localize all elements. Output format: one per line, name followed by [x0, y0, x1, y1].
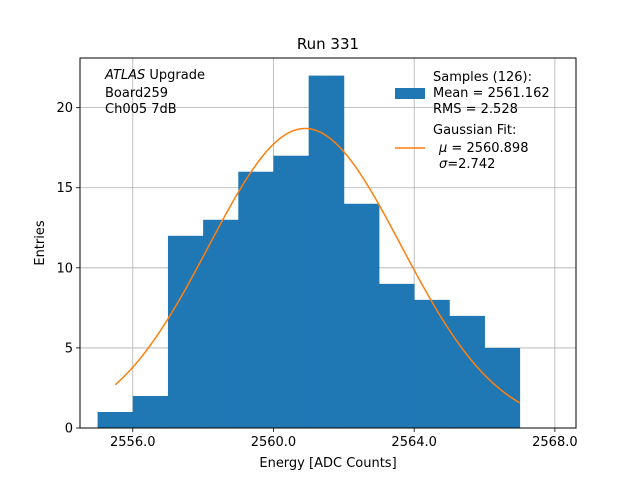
y-tick-label: 15	[56, 181, 73, 196]
histogram-bar	[203, 219, 239, 428]
histogram-bar	[379, 283, 415, 428]
y-tick-label: 10	[56, 261, 73, 276]
histogram-bar	[414, 299, 450, 428]
x-tick-label: 2568.0	[532, 435, 578, 450]
legend-fit-line-2: μ = 2560.898	[438, 141, 528, 156]
plot-frame	[79, 57, 577, 429]
annotation-line-1: ATLAS Upgrade	[104, 68, 205, 83]
x-axis-label: Energy [ADC Counts]	[259, 456, 396, 471]
gaussian-fit-curve	[114, 127, 521, 404]
legend-fit-line-1: Gaussian Fit:	[433, 123, 516, 138]
x-tick-label: 2564.0	[391, 435, 437, 450]
histogram-bar	[343, 203, 380, 428]
y-tick-label: 5	[65, 341, 73, 356]
legend-samples-line-1: Samples (126):	[433, 70, 532, 85]
histogram-bars	[97, 75, 521, 428]
y-tick-label: 20	[56, 101, 73, 116]
y-axis-label: Entries	[33, 220, 48, 266]
chart-title: Run 331	[297, 35, 359, 53]
histogram-bar	[273, 155, 310, 428]
legend-sigma-symbol: σ	[439, 157, 448, 172]
gaussian-fit	[114, 127, 521, 404]
legend-samples-line-2: Mean = 2561.162	[433, 86, 550, 101]
legend-samples-line-3: RMS = 2.528	[433, 102, 518, 117]
histogram-bar	[449, 315, 485, 428]
annotation-line-2: Board259	[105, 86, 168, 101]
histogram-bar	[132, 395, 169, 428]
axis-ticks: 2556.0 2560.0 2564.0 2568.0 0 5 10 15 20	[56, 101, 577, 450]
legend-samples-patch	[395, 88, 425, 99]
legend-fit-line-3: σ=2.742	[439, 157, 495, 172]
x-tick-label: 2556.0	[110, 435, 156, 450]
legend-sigma-value: =2.742	[447, 157, 495, 172]
histogram-bar	[97, 411, 134, 428]
annotation-line-3: Ch005 7dB	[105, 102, 177, 117]
annotation-upgrade: Upgrade	[145, 68, 205, 83]
legend-mu-symbol: μ	[438, 141, 447, 156]
legend: Samples (126): Mean = 2561.162 RMS = 2.5…	[395, 70, 550, 172]
histogram-bar	[484, 347, 521, 428]
atlas-annotation: ATLAS Upgrade Board259 Ch005 7dB	[104, 68, 205, 117]
y-tick-label: 0	[65, 422, 73, 437]
annotation-atlas: ATLAS	[104, 68, 145, 83]
legend-mu-value: = 2560.898	[447, 141, 528, 156]
x-tick-label: 2560.0	[251, 435, 297, 450]
histogram-bar	[238, 171, 274, 428]
histogram-bar	[308, 75, 345, 428]
